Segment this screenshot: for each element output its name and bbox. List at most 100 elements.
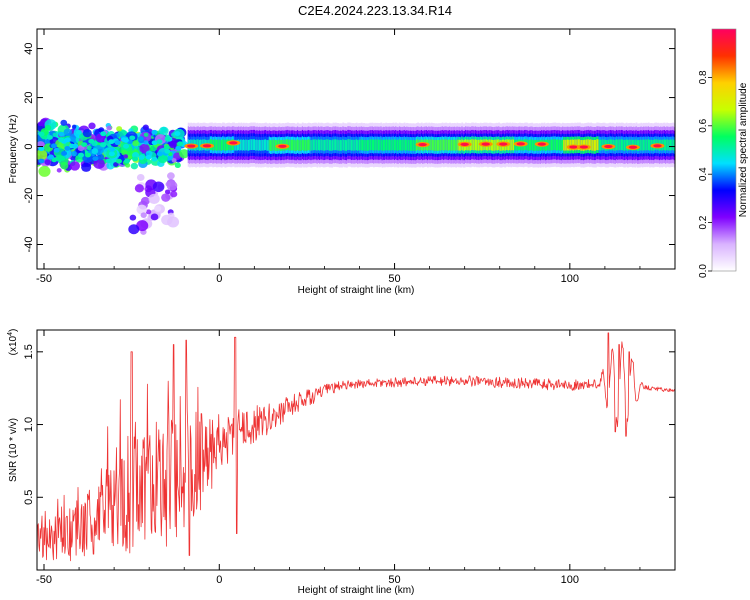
spectrogram-hot-spot	[202, 144, 212, 148]
spectrogram-band-slice	[269, 140, 272, 151]
spectrogram-core	[38, 131, 45, 137]
spectrogram-blob	[69, 161, 81, 171]
spectrogram-band-slice	[220, 140, 223, 151]
spectrogram-band-slice	[441, 139, 444, 151]
spectrogram-band-slice	[579, 139, 581, 151]
spectrogram-band-slice	[557, 139, 559, 151]
spectrogram-band-slice	[377, 139, 380, 151]
spectrogram-band-slice	[472, 139, 475, 151]
spectrogram-band-slice	[409, 139, 412, 151]
spectrogram-band-slice	[548, 139, 551, 151]
spectrogram-xtick-label: 50	[388, 273, 400, 285]
spectrogram-band-slice	[449, 139, 451, 151]
spectrogram-band-slice	[380, 139, 383, 151]
spectrogram-blob	[168, 141, 177, 149]
spectrogram-band-slice	[224, 140, 227, 151]
spectrogram-band-slice	[649, 139, 651, 151]
spectrogram-band-slice	[256, 139, 259, 151]
spectrogram-hot-spot	[499, 142, 508, 146]
spectrogram-band-slice	[197, 139, 200, 151]
colorbar-tick-label: 0.4	[698, 167, 709, 181]
spectrogram-band-slice	[315, 139, 318, 151]
spectrogram-band-slice	[473, 139, 476, 151]
spectrogram-band-slice	[242, 139, 245, 151]
spectrogram-core	[88, 138, 95, 144]
spectrogram-band-slice	[645, 139, 648, 151]
spectrogram-core	[92, 156, 99, 162]
spectrogram-blob	[37, 121, 44, 127]
spectrogram-band-slice	[342, 139, 345, 150]
spectrogram-blob	[157, 154, 168, 164]
spectrogram-band-slice	[311, 139, 314, 151]
spectrogram-band-slice	[373, 139, 375, 151]
spectrogram-core	[115, 158, 122, 164]
spectrogram-band-slice	[323, 139, 326, 151]
spectrogram-xtick-label: 100	[561, 273, 579, 285]
spectrogram-band-slice	[527, 140, 530, 151]
spectrogram-band-slice	[250, 139, 253, 151]
spectrogram-band-slice	[640, 139, 643, 151]
spectrogram-band-slice	[588, 139, 591, 151]
spectrogram-band-slice	[511, 139, 514, 151]
spectrogram-band-slice	[363, 139, 366, 151]
spectrogram-band-slice	[395, 139, 397, 151]
spectrogram-hot-spot	[569, 145, 578, 149]
spectrogram-blob	[132, 140, 139, 147]
spectrogram-band-slice	[566, 139, 569, 151]
spectrogram-band-slice	[331, 140, 334, 151]
spectrogram-band-slice	[668, 139, 671, 151]
spectrogram-blob	[113, 162, 119, 168]
spectrogram-band-slice	[348, 139, 351, 150]
spectrogram-band-slice	[587, 139, 590, 150]
spectrogram-blob	[70, 150, 77, 157]
spectrogram-blob	[143, 140, 149, 145]
spectrogram-band-slice	[438, 139, 440, 151]
spectrogram-band-slice	[337, 139, 340, 151]
page-title: C2E4.2024.223.13.34.R14	[298, 3, 452, 18]
spectrogram-band-slice	[218, 139, 221, 151]
spectrogram-core	[163, 144, 170, 150]
spectrogram-blob	[81, 162, 92, 172]
spectrogram-core	[58, 131, 65, 137]
snr-ticks: -50 0 50 100 0.5 1.0 1.5	[23, 330, 676, 586]
spectrogram-core	[151, 129, 158, 135]
spectrogram-blob	[86, 145, 92, 151]
spectrogram-band-slice	[439, 139, 442, 151]
spectrogram-band-slice	[599, 139, 602, 151]
spectrogram-ytick-label: 0	[23, 143, 35, 149]
snr-multiplier-close: )	[8, 329, 19, 332]
spectrogram-band-slice	[272, 139, 275, 151]
spectrogram-band-slice	[271, 140, 273, 151]
spectrogram-blob	[60, 119, 68, 126]
spectrogram-ytick-label: 40	[23, 42, 35, 54]
spectrogram-core	[132, 156, 139, 162]
spectrogram-band-slice	[213, 139, 216, 151]
spectrogram-hot-spot	[516, 142, 525, 146]
spectrogram-hot-spot	[579, 145, 589, 149]
spectrogram-ylabel: Frequency (Hz)	[8, 115, 19, 184]
spectrogram-band-slice	[247, 139, 250, 151]
spectrogram-band-slice	[615, 139, 618, 151]
spectrogram-blob	[140, 212, 147, 219]
spectrogram-core	[151, 140, 158, 146]
spectrogram-band-slice	[407, 139, 410, 151]
spectrogram-band-slice	[332, 139, 335, 151]
spectrogram-band-slice	[509, 139, 512, 151]
spectrogram-blob	[136, 204, 148, 215]
spectrogram-core	[46, 135, 53, 140]
spectrogram-band-slice	[319, 139, 321, 151]
snr-ytick-label: 1.0	[23, 417, 35, 432]
spectrogram-band-slice	[320, 139, 323, 151]
spectrogram-band-slice	[641, 139, 644, 151]
spectrogram-band-slice	[625, 139, 628, 151]
spectrogram-band-slice	[552, 139, 554, 151]
spectrogram-band-slice	[296, 139, 299, 151]
spectrogram-band-slice	[293, 139, 296, 151]
spectrogram-band-slice	[559, 139, 562, 151]
spectrogram-core	[156, 139, 163, 145]
spectrogram-band-slice	[563, 139, 566, 151]
spectrogram-band-slice	[386, 139, 389, 151]
spectrogram-band-slice	[304, 139, 307, 151]
spectrogram-band-slice	[619, 139, 622, 151]
